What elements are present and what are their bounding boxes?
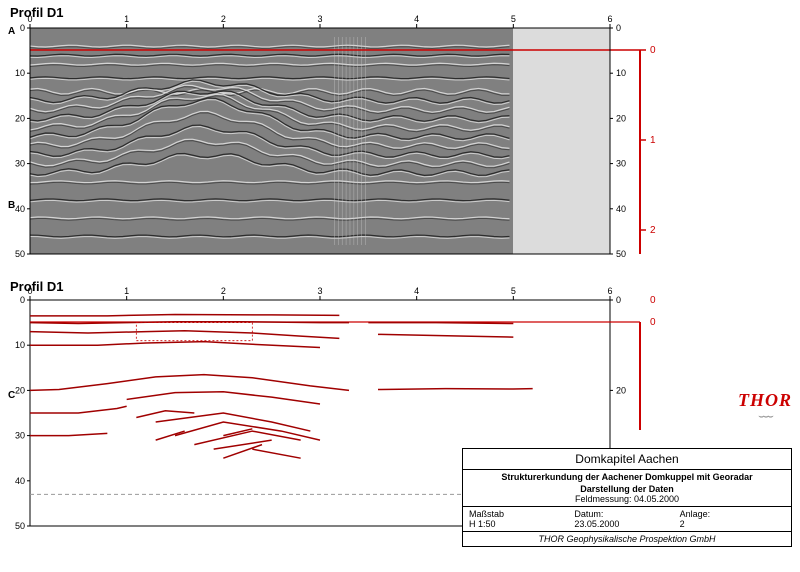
info-line1: Strukturerkundung der Aachener Domkuppel… <box>463 470 791 482</box>
info-line3: Feldmessung: 04.05.2000 <box>463 494 791 507</box>
date-label: Datum: <box>574 509 603 519</box>
svg-text:0: 0 <box>616 295 621 305</box>
scale-value: H 1:50 <box>469 519 496 529</box>
svg-text:50: 50 <box>15 521 25 531</box>
svg-text:0: 0 <box>650 45 656 56</box>
svg-text:20: 20 <box>15 113 25 123</box>
svg-text:3: 3 <box>317 286 322 296</box>
svg-text:2: 2 <box>221 286 226 296</box>
svg-text:40: 40 <box>616 204 626 214</box>
svg-text:0: 0 <box>20 295 25 305</box>
svg-text:2: 2 <box>221 14 226 24</box>
svg-text:30: 30 <box>15 159 25 169</box>
svg-text:0: 0 <box>20 23 25 33</box>
info-footer: THOR Geophysikalische Prospektion GmbH <box>463 532 791 546</box>
svg-text:1: 1 <box>124 14 129 24</box>
svg-text:5: 5 <box>511 286 516 296</box>
logo-waves-icon: ⌣⌣⌣ <box>738 411 792 422</box>
info-title: Domkapitel Aachen <box>463 449 791 470</box>
svg-text:4: 4 <box>414 14 419 24</box>
svg-text:0: 0 <box>616 23 621 33</box>
top-chart-svg: 0 1 2 3 4 5 6 0 10 20 30 40 50 0 10 20 30 40 50 0 1 2 <box>0 0 800 270</box>
date-value: 23.05.2000 <box>574 519 619 529</box>
info-line2: Darstellung der Daten <box>463 482 791 494</box>
svg-text:30: 30 <box>15 431 25 441</box>
svg-text:10: 10 <box>616 68 626 78</box>
svg-text:1: 1 <box>650 135 656 146</box>
svg-text:4: 4 <box>414 286 419 296</box>
logo-text: THOR <box>738 390 792 411</box>
svg-text:30: 30 <box>616 159 626 169</box>
svg-text:40: 40 <box>15 476 25 486</box>
svg-text:20: 20 <box>616 385 626 395</box>
svg-text:1: 1 <box>124 286 129 296</box>
svg-text:6: 6 <box>607 286 612 296</box>
svg-text:2: 2 <box>650 225 656 236</box>
svg-text:20: 20 <box>15 385 25 395</box>
svg-text:20: 20 <box>616 113 626 123</box>
svg-text:10: 10 <box>15 68 25 78</box>
anlage-label: Anlage: <box>680 509 711 519</box>
svg-text:6: 6 <box>607 14 612 24</box>
svg-text:10: 10 <box>15 340 25 350</box>
svg-text:3: 3 <box>317 14 322 24</box>
svg-text:0: 0 <box>27 14 32 24</box>
svg-text:0: 0 <box>650 295 656 306</box>
info-box: Domkapitel Aachen Strukturerkundung der … <box>462 448 792 547</box>
svg-text:5: 5 <box>511 14 516 24</box>
svg-text:0: 0 <box>27 286 32 296</box>
scale-label: Maßstab <box>469 509 504 519</box>
svg-text:0: 0 <box>650 317 656 328</box>
svg-text:50: 50 <box>15 249 25 259</box>
anlage-value: 2 <box>680 519 685 529</box>
svg-text:40: 40 <box>15 204 25 214</box>
svg-text:50: 50 <box>616 249 626 259</box>
thor-logo: THOR ⌣⌣⌣ <box>738 390 792 422</box>
